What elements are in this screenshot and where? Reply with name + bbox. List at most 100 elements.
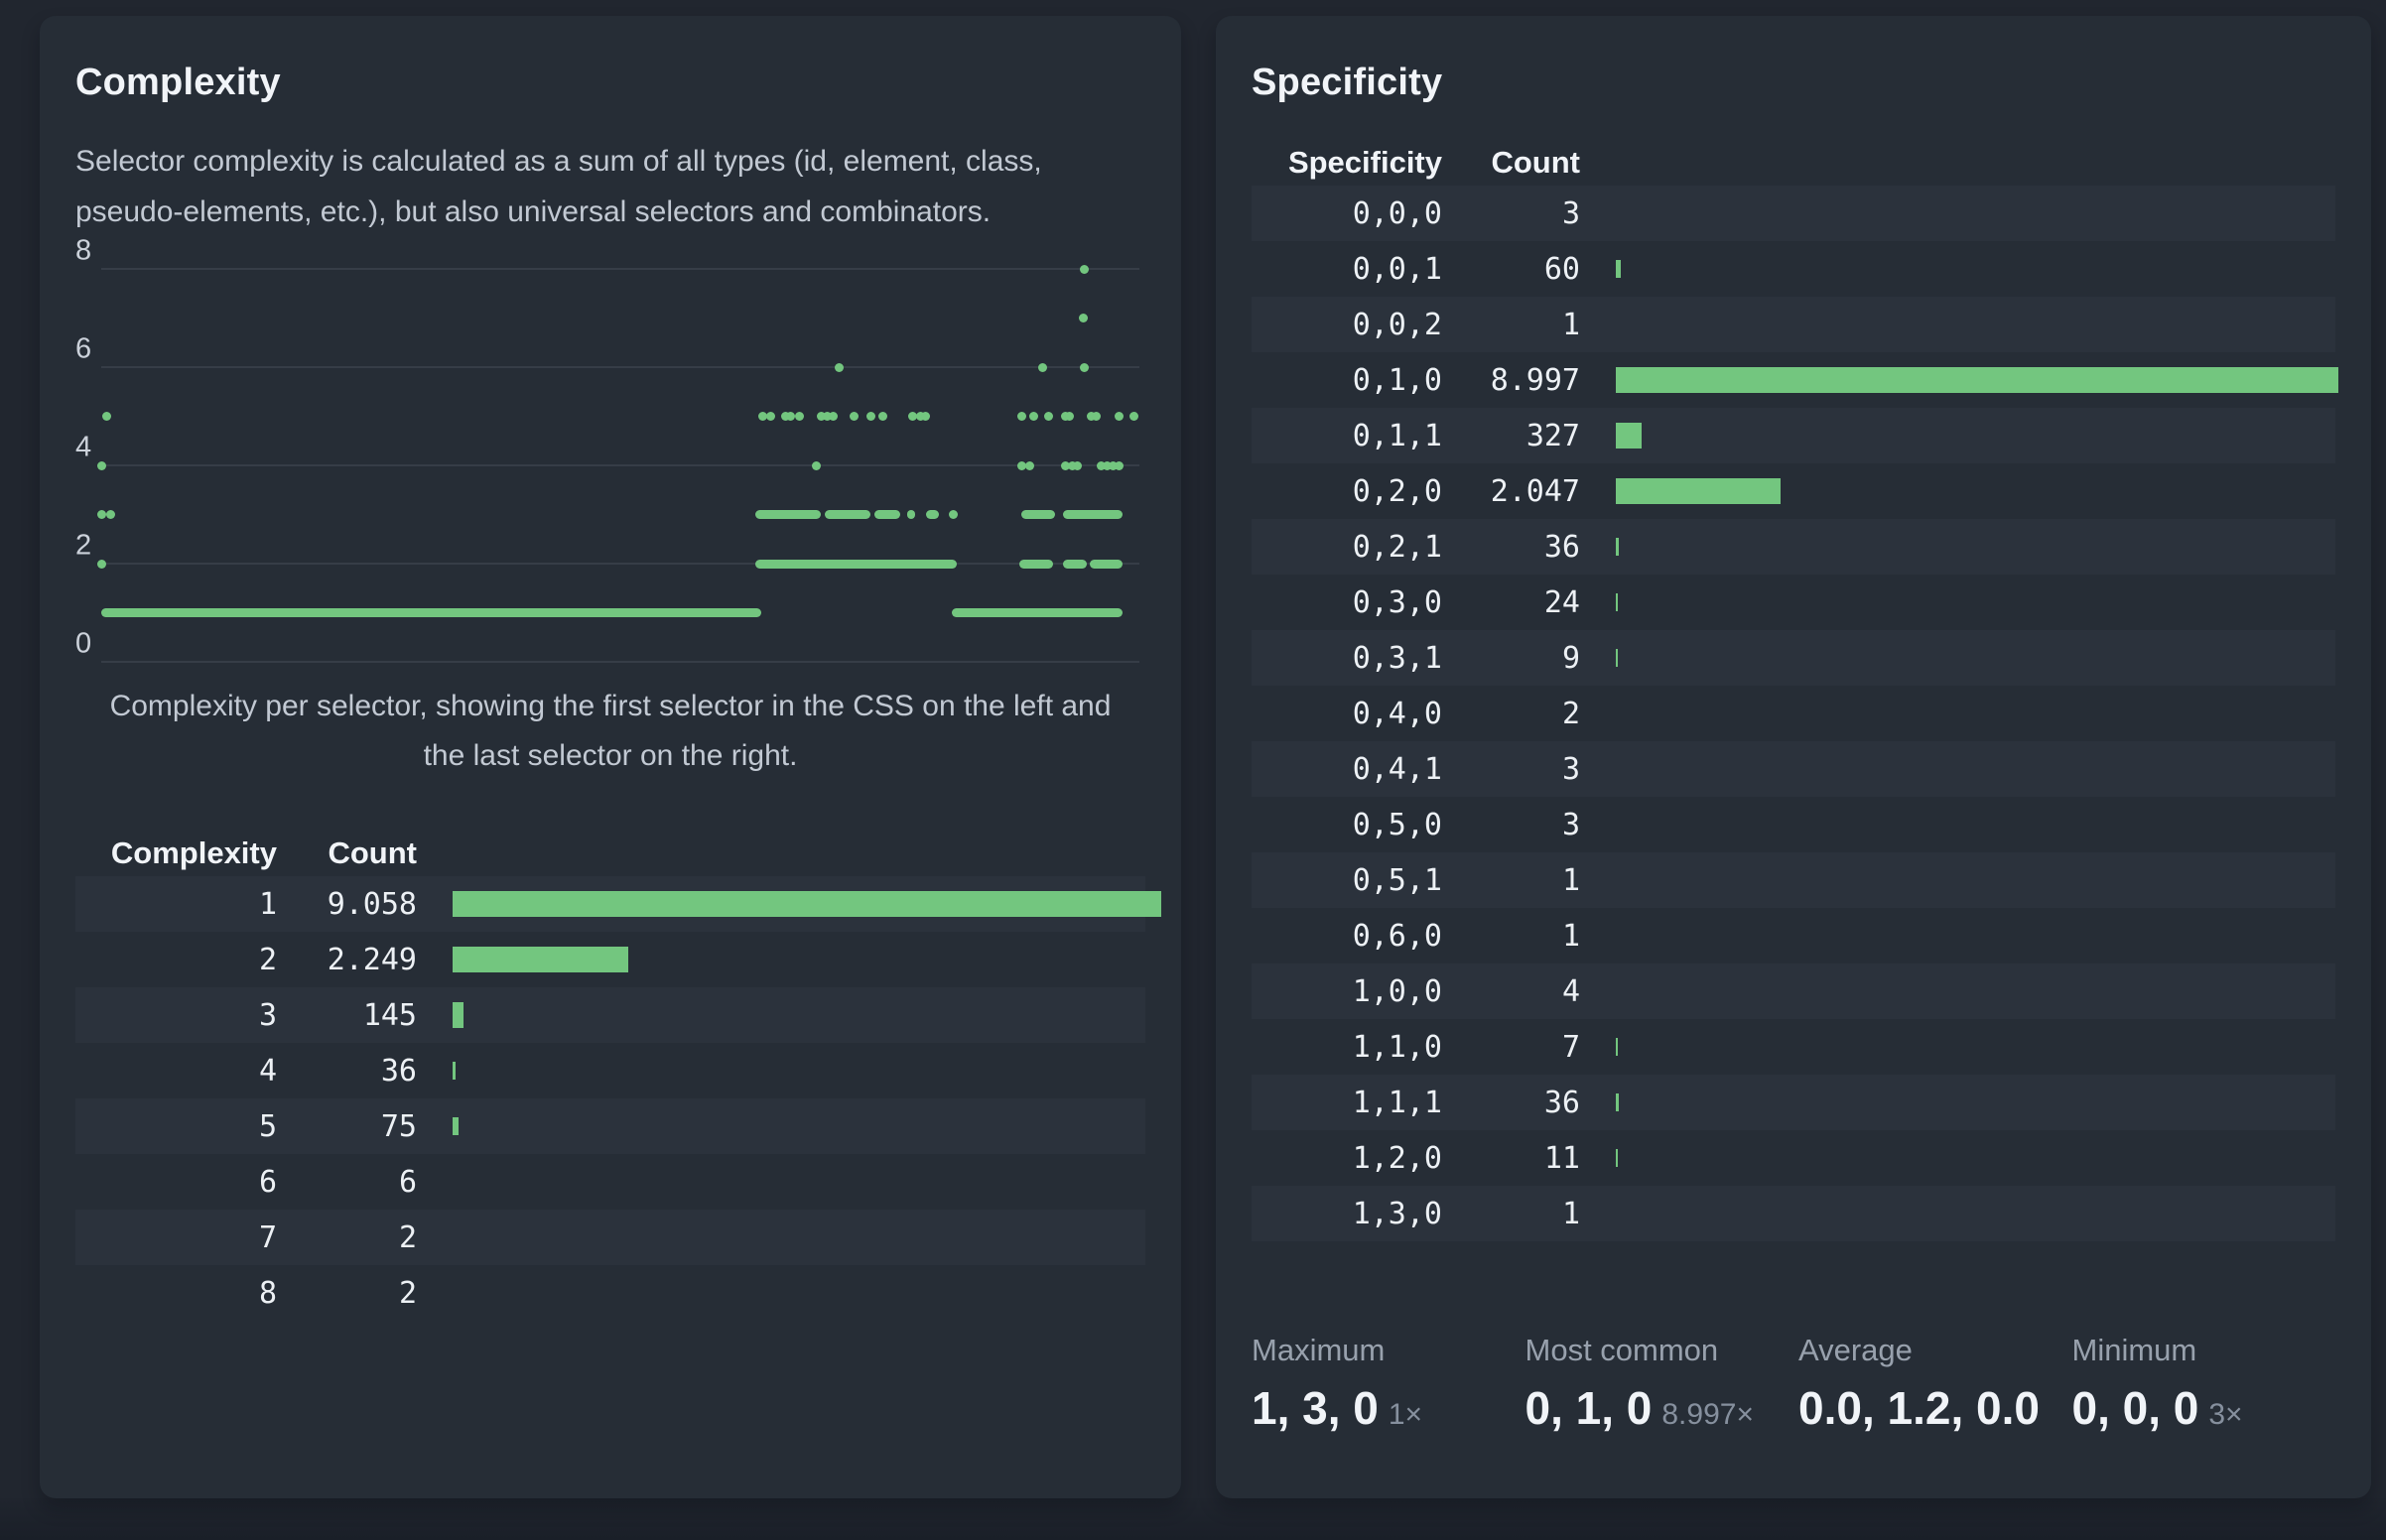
- scatter-point-y8: [1080, 264, 1090, 274]
- specificity-table-count-bar: [1616, 423, 1643, 449]
- scatter-point-y5: [1017, 412, 1027, 421]
- scatter-run-y2: [1089, 559, 1124, 569]
- specificity-table-value-cell: 0,1,1: [1352, 418, 1442, 453]
- specificity-table-column-header: Specificity: [1287, 145, 1442, 180]
- scatter-point-y5: [766, 412, 776, 421]
- scatter-point-y3: [96, 510, 106, 519]
- scatter-point-y4: [1024, 460, 1034, 470]
- specificity-table-value-cell: 0,5,1: [1352, 862, 1442, 898]
- scatter-run-y3: [925, 510, 940, 519]
- scatter-run-y2: [1062, 559, 1087, 569]
- gridline-y8: [101, 268, 1139, 270]
- scatter-run-y3: [906, 510, 916, 519]
- specificity-table-count-cell: 7: [1561, 1029, 1580, 1065]
- scatter-point-y6: [1038, 362, 1048, 372]
- specificity-table-count-cell: 60: [1543, 251, 1580, 287]
- specificity-table-row: 0,5,0 3: [1252, 797, 2335, 852]
- complexity-table-bar-cell: [417, 876, 1161, 932]
- scatter-point-y3: [949, 510, 959, 519]
- specificity-table-row: 1,1,0 7: [1252, 1019, 2335, 1075]
- specificity-table-value-cell: 0,5,0: [1352, 807, 1442, 842]
- specificity-table-count-cell: 3: [1561, 751, 1580, 787]
- scatter-run-y2: [754, 559, 957, 569]
- specificity-table-bar-cell: [1580, 963, 2335, 1019]
- complexity-table-row: 3 145: [75, 987, 1145, 1043]
- scatter-point-y5: [1028, 412, 1038, 421]
- stat-minimum: Minimum 0, 0, 0 3×: [2072, 1333, 2336, 1443]
- scatter-point-y5: [1091, 412, 1101, 421]
- scatter-point-y4: [1072, 460, 1082, 470]
- scatter-point-y5: [822, 412, 832, 421]
- page-bottom-strip: [0, 1498, 2386, 1540]
- scatter-point-y7: [1079, 314, 1089, 322]
- complexity-table-count-cell: 36: [380, 1053, 417, 1089]
- specificity-table-count-cell: 4: [1561, 973, 1580, 1009]
- specificity-table-count-cell: 24: [1543, 584, 1580, 620]
- specificity-table-count-bar: [1616, 593, 1618, 611]
- specificity-table-bar-cell: [1580, 575, 2335, 630]
- specificity-table-value-cell: 0,1,0: [1352, 362, 1442, 398]
- scatter-run-y3: [754, 510, 821, 519]
- specificity-table-bar-cell: [1580, 1019, 2335, 1075]
- specificity-table-value-cell: 0,2,1: [1352, 529, 1442, 565]
- scatter-point-y5: [878, 412, 888, 421]
- complexity-table-count-cell: 75: [380, 1108, 417, 1144]
- complexity-table-column-header: Count: [328, 835, 417, 870]
- scatter-run-y1: [101, 608, 762, 617]
- stat-most-common: Most common 0, 1, 0 8.997×: [1525, 1333, 1790, 1443]
- scatter-run-y1: [951, 608, 1124, 617]
- stat-value: 0, 0, 0 3×: [2071, 1382, 2243, 1434]
- complexity-table-bar-cell: [417, 1210, 1145, 1265]
- stat-label: Most common: [1524, 1333, 1719, 1367]
- specificity-table-value-cell: 0,0,0: [1352, 195, 1442, 231]
- complexity-table-bar-cell: [417, 1098, 1145, 1154]
- complexity-table-header-row: Complexity Count: [75, 831, 1145, 876]
- stat-label: Minimum: [2071, 1333, 2197, 1367]
- stat-maximum: Maximum 1, 3, 0 1×: [1252, 1333, 1516, 1443]
- scatter-point-y5: [865, 412, 875, 421]
- scatter-point-y4: [812, 460, 822, 470]
- complexity-table-value-cell: 1: [258, 886, 277, 922]
- specificity-table-bar-cell: [1580, 408, 2335, 463]
- scatter-point-y4: [1114, 460, 1124, 470]
- complexity-table-count-bar: [453, 947, 629, 972]
- y-axis-tick-label: 2: [75, 529, 92, 562]
- complexity-table-value-cell: 8: [258, 1275, 277, 1311]
- stat-value: 0.0, 1.2, 0.0: [1798, 1382, 2040, 1434]
- complexity-table-value-cell: 2: [258, 942, 277, 977]
- specificity-table-row: 0,0,0 3: [1252, 186, 2335, 241]
- gridline-y2: [101, 563, 1139, 565]
- complexity-table-value-cell: 3: [258, 997, 277, 1033]
- complexity-table-count-bar: [453, 891, 1161, 917]
- specificity-table-count-bar: [1616, 367, 2338, 393]
- specificity-table-count-bar: [1616, 478, 1781, 504]
- specificity-table-value-cell: 0,4,0: [1352, 696, 1442, 731]
- specificity-table-value-cell: 0,4,1: [1352, 751, 1442, 787]
- complexity-table-count-cell: 2: [398, 1275, 417, 1311]
- specificity-table-value-cell: 0,0,2: [1352, 307, 1442, 342]
- complexity-table-column-header: Complexity: [110, 835, 277, 870]
- specificity-table-bar-cell: [1580, 1186, 2335, 1241]
- scatter-point-y5: [915, 412, 925, 421]
- css-analyzer-dashboard: Complexity Selector complexity is calcul…: [75, 62, 2338, 1443]
- stat-label: Average: [1798, 1333, 1913, 1367]
- specificity-table-bar-cell: [1580, 630, 2335, 686]
- specificity-table-row: 1,2,0 11: [1252, 1130, 2335, 1186]
- complexity-table-count-cell: 2.249: [327, 942, 417, 977]
- specificity-table-row: 0,2,0 2.047: [1252, 463, 2335, 519]
- specificity-table-count-cell: 9: [1561, 640, 1580, 676]
- specificity-table-row: 0,0,1 60: [1252, 241, 2335, 297]
- specificity-table-count-bar: [1616, 649, 1618, 667]
- specificity-table-count-cell: 11: [1543, 1140, 1580, 1176]
- specificity-table-value-cell: 0,3,0: [1352, 584, 1442, 620]
- specificity-table-bar-cell: [1580, 519, 2335, 575]
- specificity-stats: Maximum 1, 3, 0 1× Most common 0, 1, 0 8.997×…: [1252, 1333, 2335, 1443]
- specificity-table-bar-cell: [1580, 297, 2335, 352]
- stat-value: 0, 1, 0 8.997×: [1524, 1382, 1754, 1434]
- scatter-run-y3: [1020, 510, 1056, 519]
- scatter-point-y5: [1065, 412, 1075, 421]
- scatter-run-y3: [825, 510, 871, 519]
- stat-average: Average 0.0, 1.2, 0.0: [1798, 1333, 2062, 1443]
